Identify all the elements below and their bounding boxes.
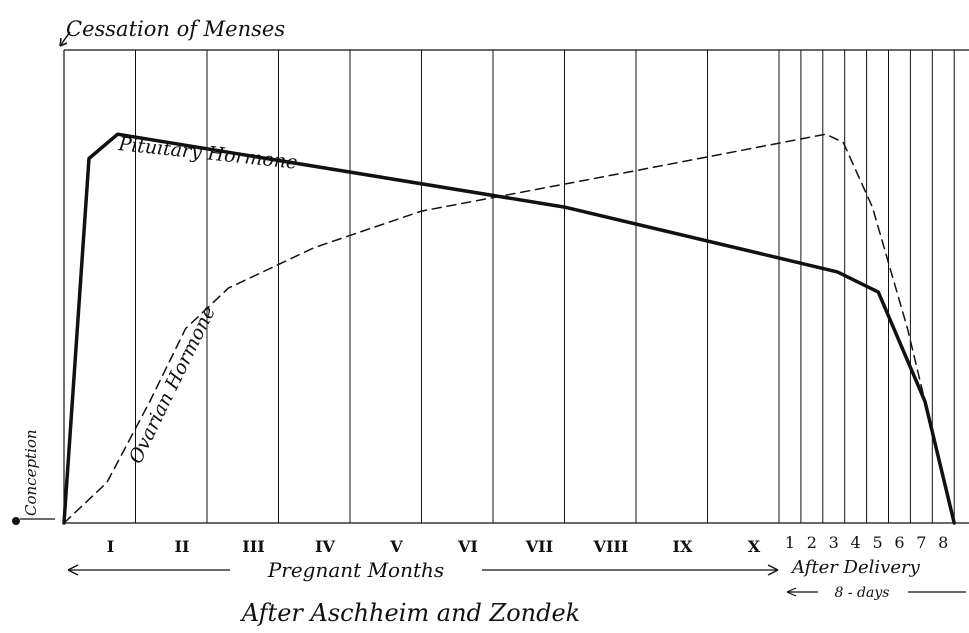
eight-days-arrowhead-left (786, 587, 797, 597)
day-label-3: 3 (829, 533, 839, 552)
pregnant-months-span: Pregnant Months (67, 558, 779, 582)
eight-days-label: 8 - days (835, 585, 890, 601)
top-note-arrow (59, 31, 71, 47)
day-label-2: 2 (807, 533, 817, 552)
conception-label: Conception (22, 429, 40, 516)
eight-days-span: 8 - days (786, 585, 966, 601)
day-label-6: 6 (894, 533, 904, 552)
month-labels: I II III IV V VI VII VIII IX X (107, 537, 761, 556)
conception-dot (12, 517, 20, 525)
month-label-4: IV (315, 537, 335, 556)
day-label-5: 5 (872, 533, 882, 552)
series-layer (62, 132, 956, 525)
month-label-5: V (389, 537, 403, 556)
month-label-10: X (748, 537, 761, 556)
series-line-pituitary-hormone (62, 132, 956, 525)
pregnant-months-arrowhead-left (67, 564, 79, 576)
month-label-3: III (242, 537, 264, 556)
pregnant-months-label: Pregnant Months (267, 558, 444, 582)
month-label-6: VI (457, 537, 478, 556)
series-line-ovarian-hormone (63, 133, 955, 524)
day-label-1: 1 (785, 533, 795, 552)
month-label-7: VII (525, 537, 553, 556)
month-label-9: IX (673, 537, 693, 556)
pregnant-months-arrowhead-right (767, 564, 779, 576)
series-label-ovarian: Ovarian Hormone (125, 303, 220, 468)
day-label-8: 8 (938, 533, 948, 552)
conception-marker: Conception (12, 429, 55, 525)
month-label-8: VIII (593, 537, 629, 556)
day-label-7: 7 (916, 533, 926, 552)
month-label-1: I (107, 537, 114, 556)
top-note: Cessation of Menses (66, 17, 285, 41)
day-label-4: 4 (851, 533, 861, 552)
grid-lines (63, 49, 969, 524)
after-delivery-label: After Delivery (790, 557, 921, 578)
credit-label: After Aschheim and Zondek (240, 599, 580, 627)
month-label-2: II (174, 537, 189, 556)
